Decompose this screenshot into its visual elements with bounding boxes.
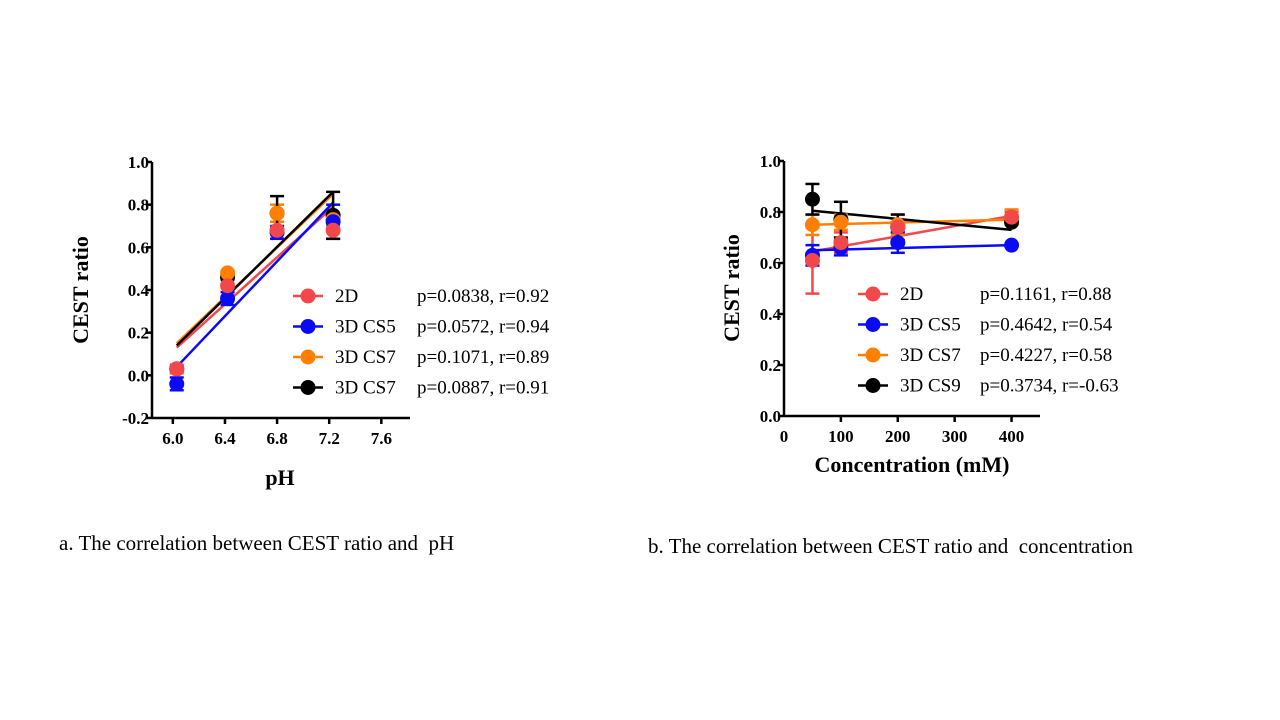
y-tick-label: 0.4 bbox=[128, 281, 150, 300]
chart-b-concentration: 0.0 0.2 0.4 0.6 0.8 1.0 0 100 200 300 400 CEST rati… bbox=[719, 152, 1119, 477]
data-point-2 bbox=[269, 205, 285, 221]
y-tick-label: 0.2 bbox=[128, 324, 149, 343]
data-point-2 bbox=[220, 265, 236, 281]
x-tick-label: 6.8 bbox=[266, 429, 287, 448]
x-tick-label: 0 bbox=[780, 427, 789, 446]
x-tick-label: 400 bbox=[999, 427, 1025, 446]
y-tick-label: 0.8 bbox=[760, 203, 781, 222]
x-axis-title: pH bbox=[265, 465, 294, 490]
x-tick-label: 7.6 bbox=[371, 429, 392, 448]
legend-stats: p=0.0838, r=0.92 bbox=[417, 286, 549, 307]
legend-marker bbox=[865, 378, 881, 393]
data-point-0 bbox=[1004, 209, 1020, 225]
y-axis-title: CEST ratio bbox=[719, 234, 744, 342]
legend-marker bbox=[300, 380, 316, 395]
legend-marker bbox=[300, 319, 316, 334]
legend-label: 3D CS9 bbox=[900, 376, 961, 397]
chart-a-ph: -0.2 0.0 0.2 0.4 0.6 0.8 1.0 6.0 6.4 6.8 7.2 7.6 CES… bbox=[68, 153, 550, 490]
y-tick-label: 1.0 bbox=[128, 153, 149, 172]
x-tick-label: 200 bbox=[885, 427, 911, 446]
legend-stats: p=0.3734, r=-0.63 bbox=[980, 376, 1119, 397]
legend-label: 3D CS7 bbox=[335, 347, 396, 368]
data-point-0 bbox=[325, 222, 341, 238]
legend-stats: p=0.1161, r=0.88 bbox=[980, 284, 1112, 305]
legend-marker bbox=[300, 288, 316, 304]
x-axis-title: Concentration (mM) bbox=[815, 452, 1010, 477]
y-tick-label: -0.2 bbox=[122, 409, 149, 428]
legend-marker bbox=[300, 349, 316, 365]
legend-marker bbox=[865, 347, 881, 363]
y-tick-label: 0.6 bbox=[760, 254, 781, 273]
x-tick-label: 6.0 bbox=[162, 429, 183, 448]
fit-line-1 bbox=[175, 201, 335, 368]
y-tick-label: 0.2 bbox=[760, 356, 781, 375]
x-tick-label: 100 bbox=[828, 427, 854, 446]
legend-marker bbox=[865, 317, 881, 332]
legend-label: 2D bbox=[900, 284, 923, 305]
data-point-3 bbox=[804, 191, 820, 207]
data-point-1 bbox=[890, 235, 906, 251]
legend-label: 3D CS7 bbox=[335, 378, 396, 399]
legend-stats: p=0.4227, r=0.58 bbox=[980, 345, 1112, 366]
data-point-2 bbox=[804, 217, 820, 233]
data-point-0 bbox=[269, 222, 285, 238]
y-tick-label: 0.0 bbox=[128, 366, 149, 385]
y-tick-label: 0.8 bbox=[128, 196, 149, 215]
data-point-1 bbox=[169, 376, 185, 392]
legend-stats: p=0.4642, r=0.54 bbox=[980, 315, 1113, 336]
fit-line-3 bbox=[175, 190, 334, 347]
data-point-1 bbox=[1004, 237, 1020, 253]
data-point-0 bbox=[169, 361, 185, 377]
data-point-0 bbox=[890, 219, 906, 235]
legend-stats: p=0.0887, r=0.91 bbox=[417, 378, 549, 399]
y-tick-label: 0.0 bbox=[760, 407, 781, 426]
y-axis-title: CEST ratio bbox=[68, 236, 93, 344]
x-tick-label: 300 bbox=[942, 427, 968, 446]
caption-b: b. The correlation between CEST ratio an… bbox=[648, 534, 1133, 558]
x-tick-label: 7.2 bbox=[319, 429, 340, 448]
legend-label: 3D CS5 bbox=[900, 315, 961, 336]
data-point-1 bbox=[220, 291, 236, 307]
data-point-0 bbox=[804, 252, 820, 268]
x-tick-label: 6.4 bbox=[214, 429, 236, 448]
legend-stats: p=0.0572, r=0.94 bbox=[417, 317, 550, 338]
legend-label: 3D CS7 bbox=[900, 345, 961, 366]
y-tick-label: 0.4 bbox=[760, 305, 782, 324]
legend-marker bbox=[865, 286, 881, 302]
data-point-2 bbox=[833, 214, 849, 230]
data-point-0 bbox=[833, 235, 849, 251]
y-tick-label: 1.0 bbox=[760, 152, 781, 171]
y-tick-label: 0.6 bbox=[128, 238, 149, 257]
data-point-0 bbox=[220, 278, 236, 294]
legend-label: 2D bbox=[335, 286, 358, 307]
legend-stats: p=0.1071, r=0.89 bbox=[417, 347, 549, 368]
legend-label: 3D CS5 bbox=[335, 317, 396, 338]
caption-a: a. The correlation between CEST ratio an… bbox=[59, 531, 455, 555]
